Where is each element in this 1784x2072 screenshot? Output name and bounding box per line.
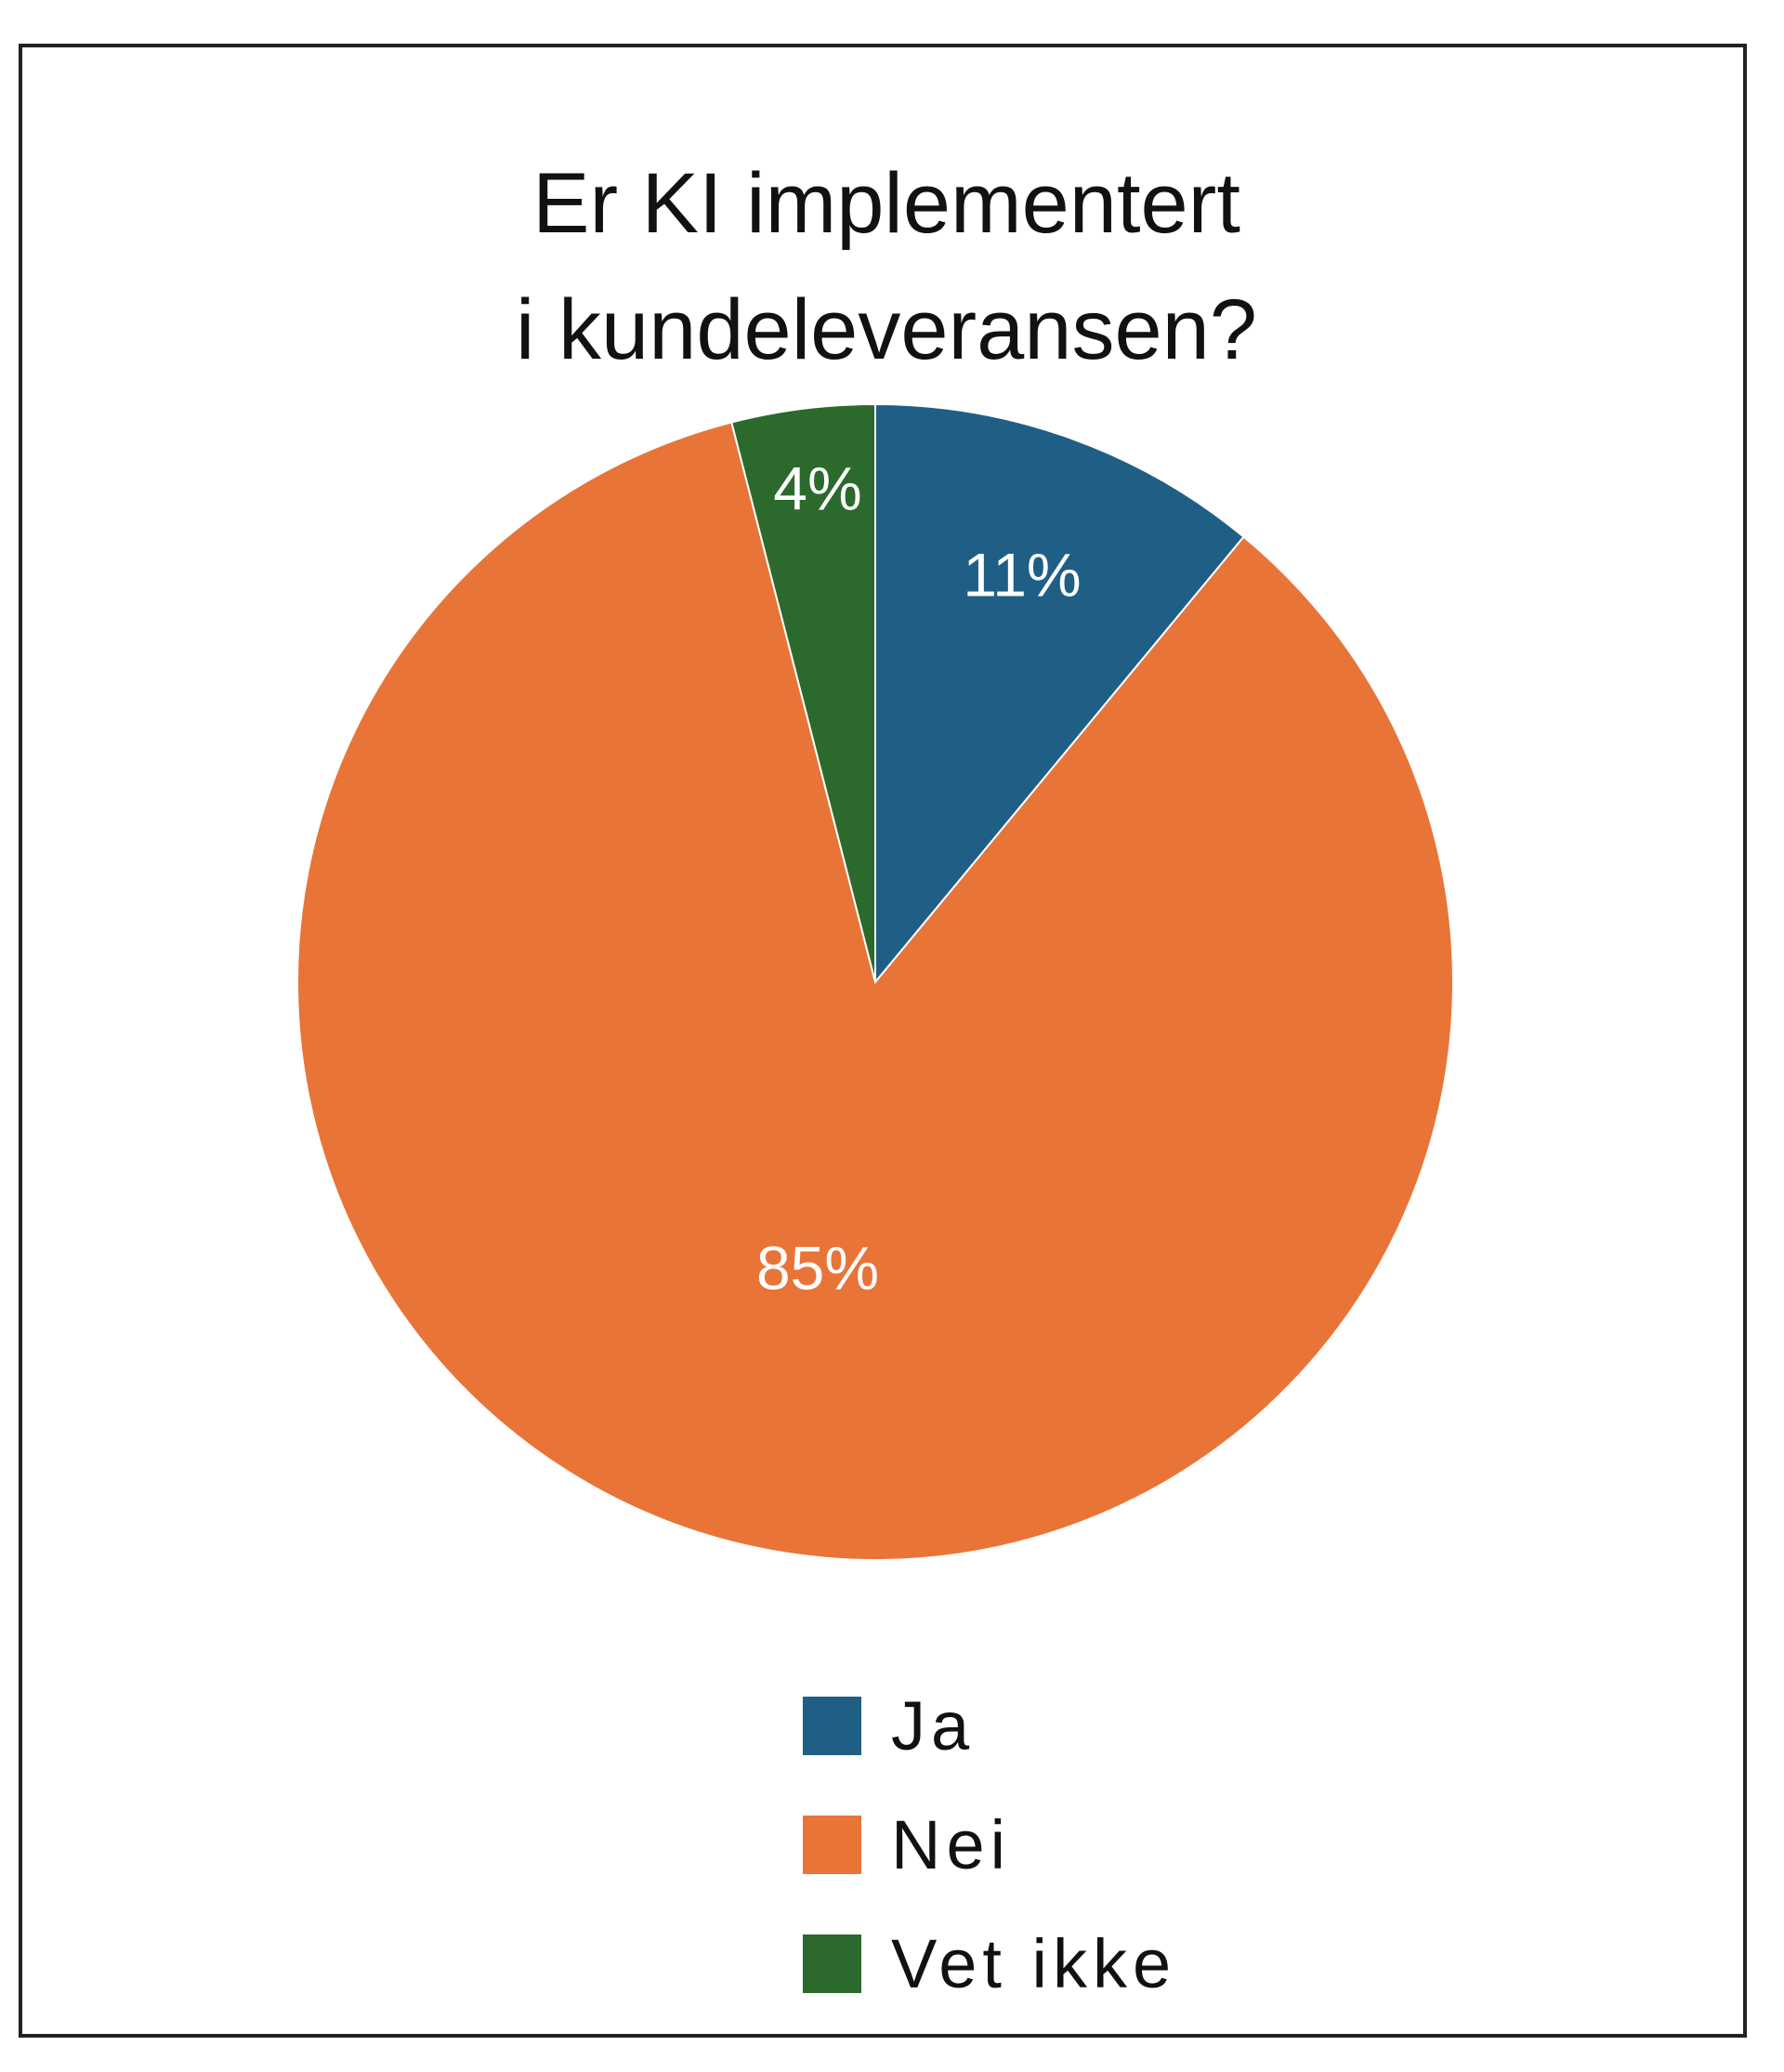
chart-legend: Ja Nei Vet ikke (803, 1666, 1176, 2023)
legend-item-nei: Nei (803, 1785, 1176, 1904)
legend-label-vet-ikke: Vet ikke (891, 1924, 1177, 2002)
legend-label-ja: Ja (891, 1686, 976, 1764)
chart-title-line-2: i kundeleveransen? (516, 282, 1257, 377)
chart-frame: Er KI implementert i kundeleveransen? 11… (19, 44, 1747, 2038)
data-label-ja: 11% (963, 540, 1081, 609)
data-label-vet-ikke: 4% (773, 453, 861, 522)
legend-item-vet-ikke: Vet ikke (803, 1904, 1176, 2023)
legend-item-ja: Ja (803, 1666, 1176, 1785)
pie-chart: 11% 85% 4% (296, 402, 1454, 1561)
chart-title: Er KI implementert i kundeleveransen? (22, 140, 1751, 393)
legend-swatch-ja (803, 1696, 861, 1755)
data-label-nei: 85% (756, 1233, 879, 1302)
chart-title-line-1: Er KI implementert (532, 156, 1240, 251)
legend-swatch-vet-ikke (803, 1934, 861, 1993)
legend-label-nei: Nei (891, 1805, 1012, 1883)
pie-slice-ja (874, 402, 1245, 985)
pie-slice-vet-ikke (730, 402, 876, 983)
legend-swatch-nei (803, 1815, 861, 1874)
pie-slice-nei (296, 421, 1454, 1561)
